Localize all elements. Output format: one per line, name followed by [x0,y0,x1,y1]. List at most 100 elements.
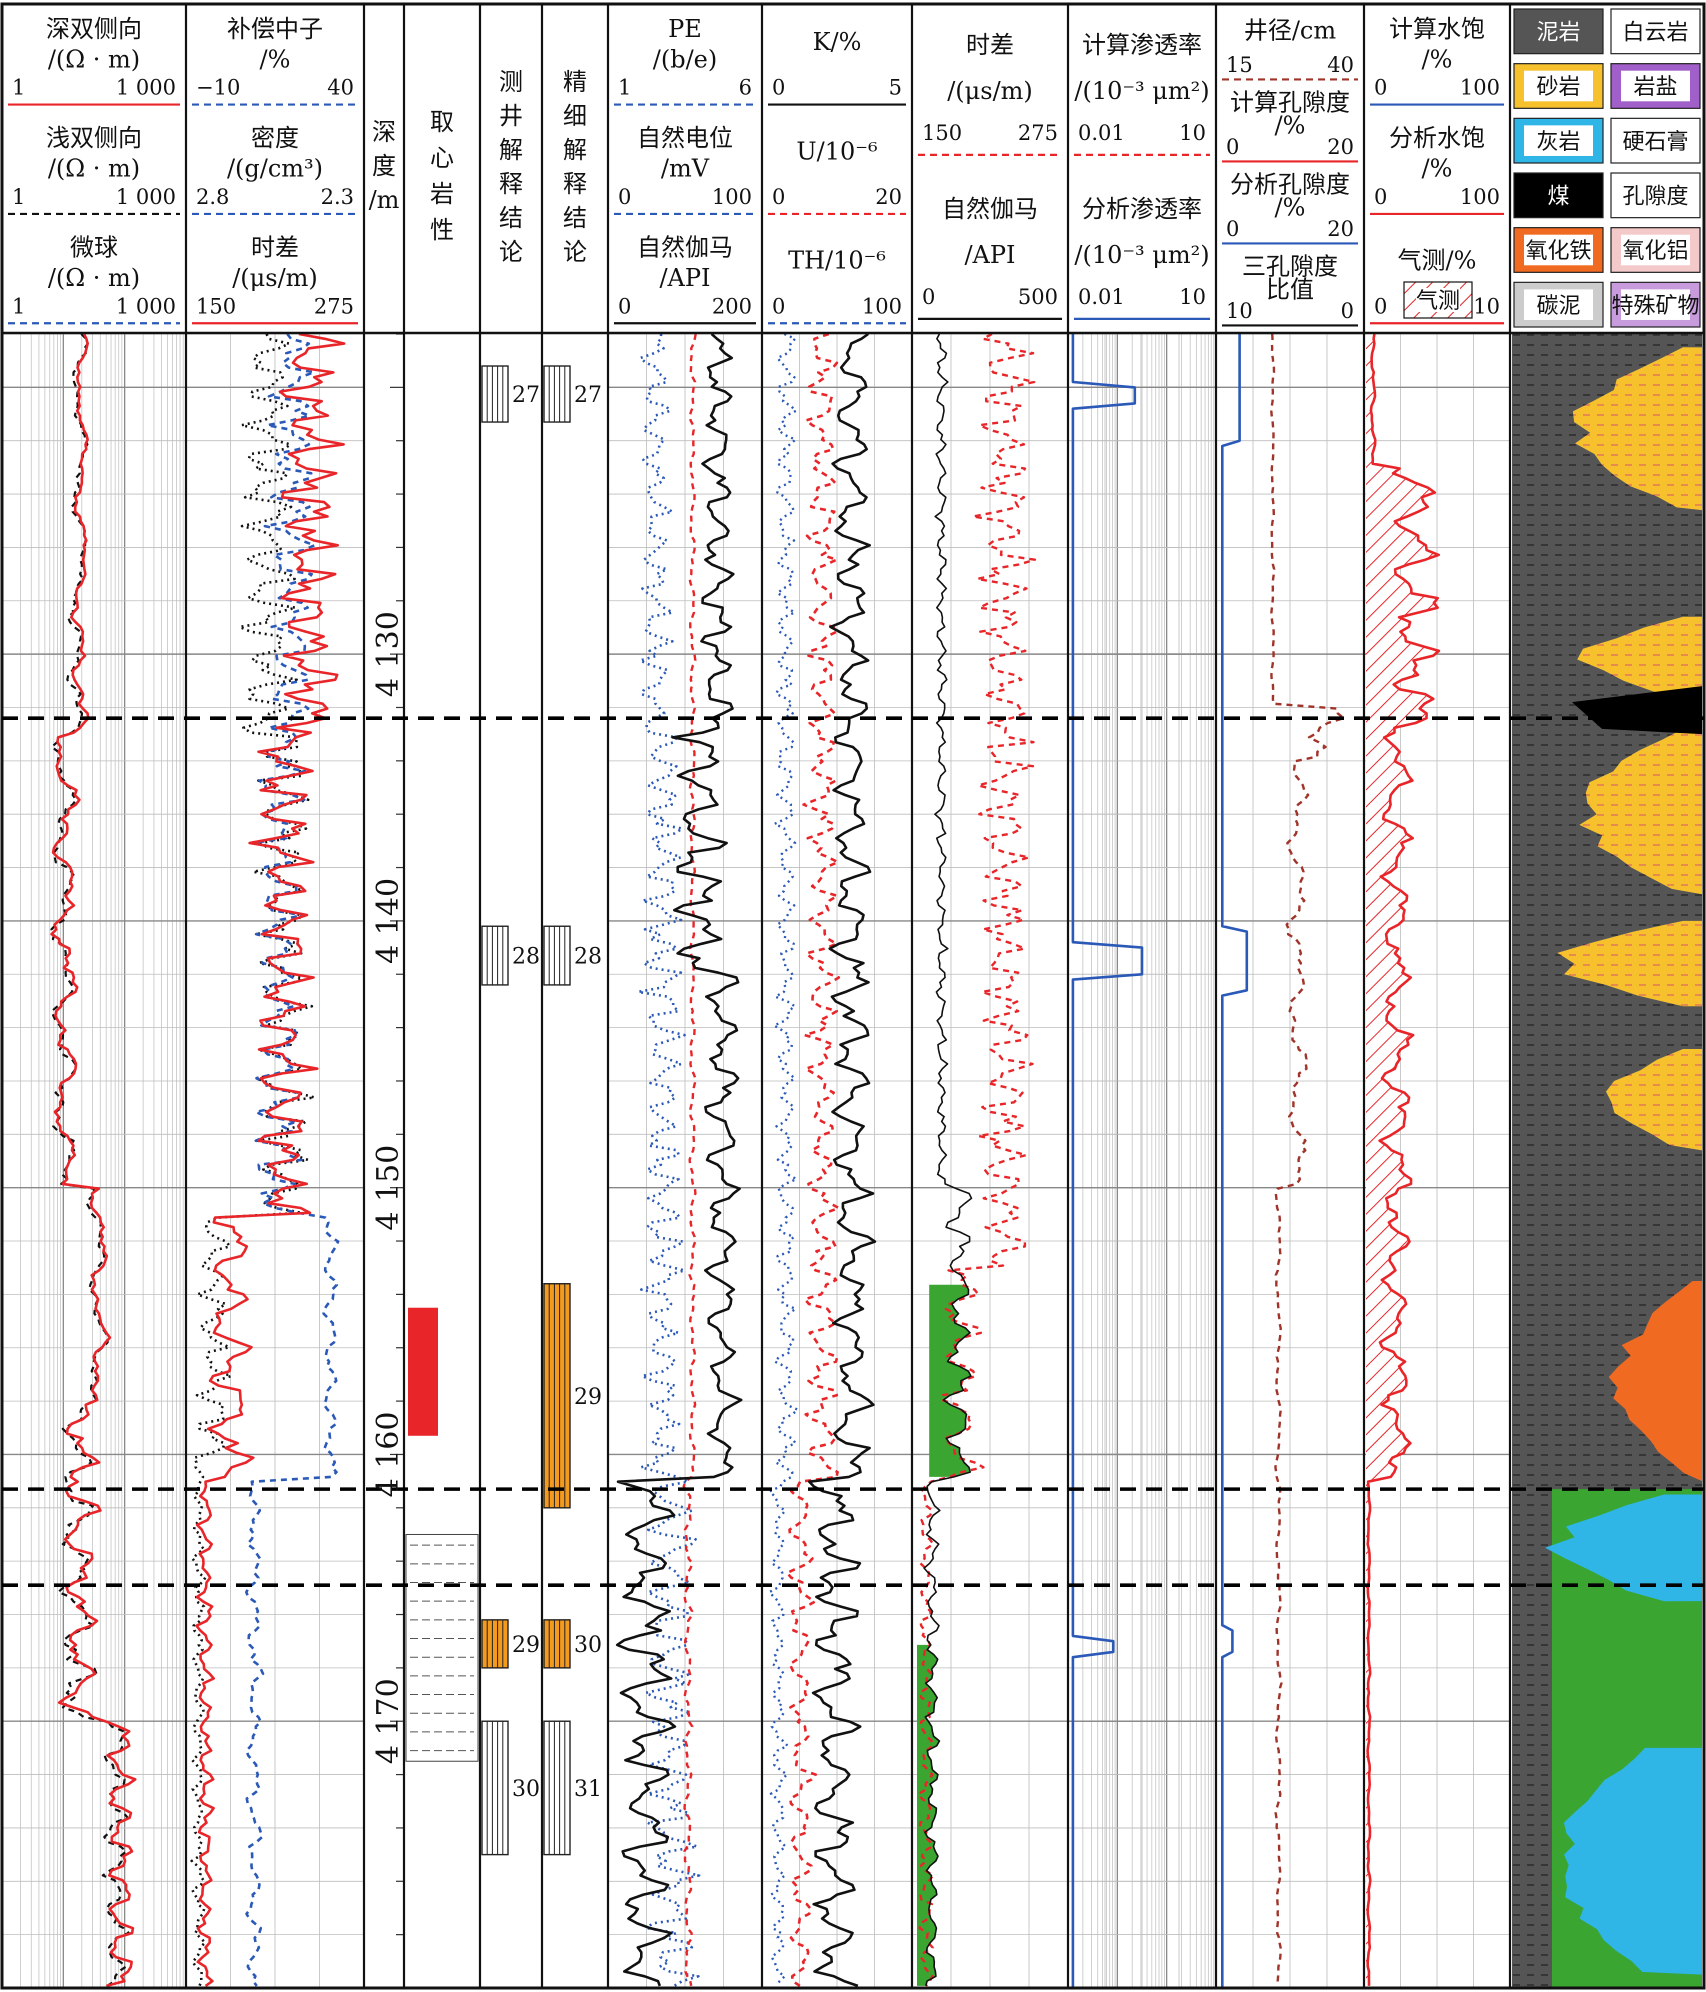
header-resistivity-2-title: 微球 [70,233,118,261]
th-curve [768,332,799,1987]
header-porosity-1-title: 密度 [251,124,299,152]
bed-box-fine-29 [543,1283,571,1509]
header-perm-1-min: 0.01 [1078,285,1125,309]
gas-legend-label: 气测 [1416,289,1460,314]
bed-label-fine-28: 28 [574,945,602,970]
header-spectral-0-min: 0 [772,76,785,100]
header-por-2-unit: /% [1275,194,1306,222]
header-porosity-2-min: 150 [196,294,236,318]
header-pe_sp_gr-1-max: 100 [712,185,752,209]
header-sat-1-min: 0 [1374,185,1387,209]
lith-legend-label-bg-9 [1621,234,1690,266]
header-dt_gr-1-unit: /API [964,241,1015,269]
lith-limestone-2 [1563,1747,1702,1975]
header-porosity-1-unit: /(g/cm³) [227,155,323,183]
header-dt_gr-0-max: 275 [1018,121,1058,145]
header-resistivity-1-unit: /(Ω · m) [48,155,140,183]
header-por-0-title: 井径/cm [1244,16,1337,44]
header-fine-char-1: 细 [563,102,587,130]
header-spectral-2-title: TH/10⁻⁶ [788,247,886,275]
lith-legend-label-9: 氧化铝 [1622,239,1688,264]
header-dt_gr-0-unit: /(μs/m) [947,77,1033,105]
header-interp-char-5: 论 [499,238,523,266]
lith-legend-label-4: 灰岩 [1536,130,1580,155]
gas-legend-label-bg [1416,288,1460,312]
header-perm-1-title: 分析渗透率 [1082,195,1202,223]
header-porosity-1-min: 2.8 [196,185,229,209]
analysis-porosity-curve [1221,334,1249,1988]
header-pe_sp_gr-2-unit: /API [659,264,710,292]
header-porosity-0-title: 补偿中子 [227,15,323,43]
header-spectral-0-max: 5 [889,76,902,100]
bed-box-fine-27 [543,365,571,423]
header-sat-1-max: 100 [1460,185,1500,209]
lith-legend-label-bg-10 [1524,289,1593,320]
gr-curve [615,333,743,1987]
header-perm-1-unit: /(10⁻³ μm²) [1074,241,1209,269]
header-porosity-1-max: 2.3 [321,185,354,209]
lith-legend-label-6: 煤 [1547,185,1569,210]
header-interp-char-0: 测 [499,68,523,96]
header-por-3-title: 三孔隙度 [1242,253,1338,281]
header-perm-0-unit: /(10⁻³ μm²) [1074,77,1209,105]
depth-labels: 4 130 4 140 4 150 4 160 4 170 [371,611,406,1764]
lith-legend-label-bg-2 [1524,70,1593,102]
header-dt_gr-0-min: 150 [922,121,962,145]
header-core-char-0: 取 [430,108,454,136]
lith-legend-label-7: 孔隙度 [1622,185,1688,210]
header-pe_sp_gr-1-min: 0 [618,185,631,209]
header-por-0-min: 15 [1226,53,1253,77]
depth-label-4130: 4 130 [371,611,406,697]
bed-label-interp-29: 29 [512,1633,540,1658]
header-interp-char-1: 井 [499,102,523,130]
header-por-2-min: 0 [1226,217,1239,241]
header-por-2-title: 分析孔隙度 [1230,171,1350,199]
header-spectral-1-min: 0 [772,185,785,209]
header-perm-0-min: 0.01 [1078,121,1125,145]
header-pe_sp_gr-0-title: PE [668,15,702,43]
bed-label-interp-27: 27 [512,383,540,408]
lith-legend-label-8: 氧化铁 [1525,239,1591,264]
header-resistivity-0-min: 1 [12,76,25,100]
lith-sandstone-3 [1579,728,1702,895]
core-sample-red [408,1307,438,1436]
header-por-1-min: 0 [1226,135,1239,159]
header-spectral-1-title: U/10⁻⁶ [796,137,877,165]
header-por-1-title: 计算孔隙度 [1230,89,1350,117]
analysis-permeability-curve [1071,334,1144,1988]
header-resistivity-1-title: 浅双侧向 [46,124,142,152]
lith-sandstone-5 [1606,1048,1702,1151]
header-depth-char-1: 度 [372,152,396,180]
log-curves [50,332,1441,1988]
header-dt_gr-0-title: 时差 [966,31,1014,59]
u-curve [785,332,841,1987]
header-porosity-0-unit: /% [260,45,291,73]
header-core-char-3: 性 [430,216,454,244]
header-depth-char-2: /m [369,186,400,214]
header-core-char-1: 心 [430,144,454,172]
bed-label-interp-28: 28 [512,945,540,970]
header-pe_sp_gr-2-title: 自然伽马 [637,233,733,261]
water-saturation-curve [1366,333,1441,1986]
lith-legend-label-10: 碳泥 [1536,294,1580,319]
lith-legend-label-2: 砂岩 [1536,75,1580,100]
sp-curve [682,333,697,1987]
header-resistivity-2-min: 1 [12,294,25,318]
header-por-0-max: 40 [1327,53,1354,77]
header-resistivity-0-unit: /(Ω · m) [48,45,140,73]
core-sample-mudstone [405,1533,479,1762]
header-interp-char-4: 结 [499,204,523,232]
header-pe_sp_gr-2-min: 0 [618,294,631,318]
depth-label-4150: 4 150 [371,1145,406,1231]
bed-box-interp-29 [481,1619,509,1669]
lith-legend-swatch-6 [1513,172,1604,219]
lith-legend-label-3: 岩盐 [1633,75,1677,100]
lith-sandstone-2 [1577,616,1702,700]
track-grids [1,333,1510,1989]
lith-legend-label-bg-7 [1621,180,1690,211]
header-sat-2-max: 10 [1473,294,1500,318]
zone-boundaries [2,716,1704,1587]
caliper-curve [1270,333,1346,1987]
header-pe_sp_gr-0-min: 1 [618,76,631,100]
